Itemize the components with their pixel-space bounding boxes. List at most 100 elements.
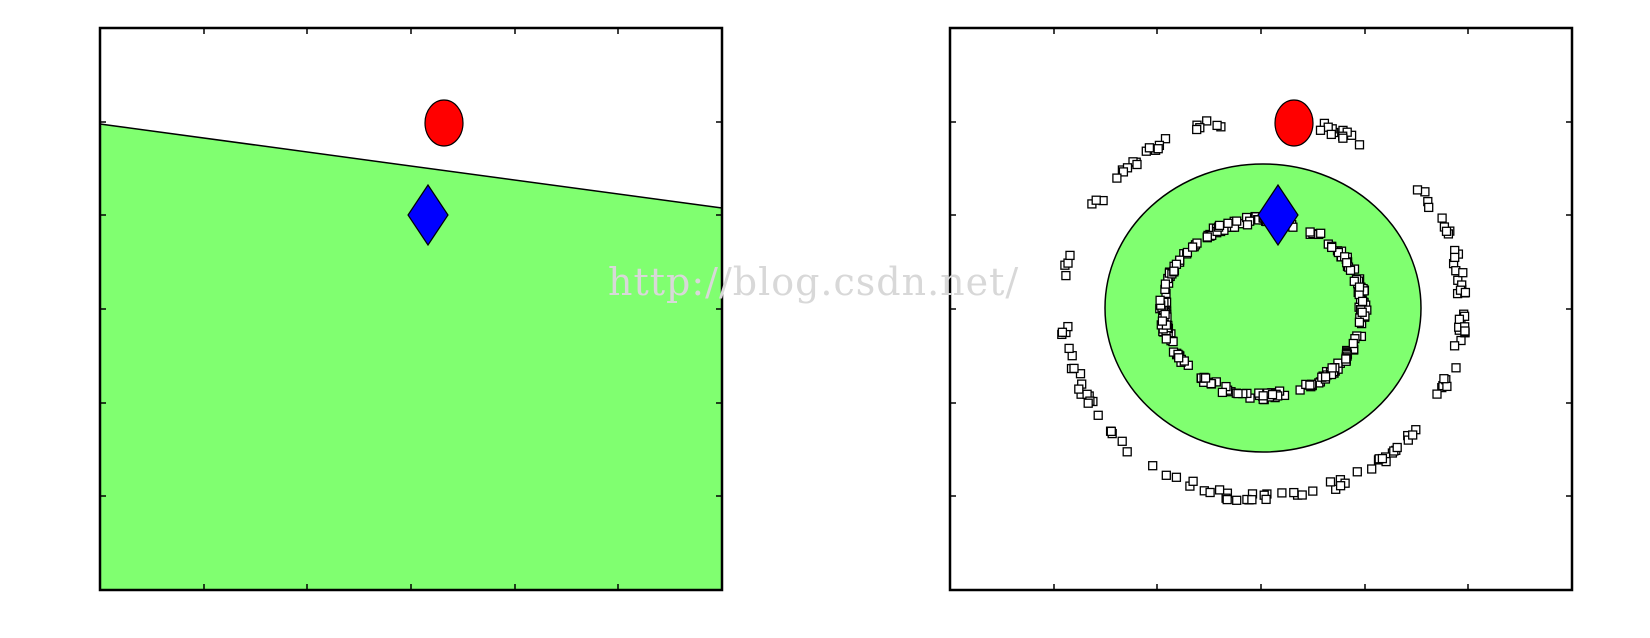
right-ticks bbox=[950, 28, 1572, 590]
sample-square-marker bbox=[1214, 220, 1225, 231]
sample-square-marker bbox=[1205, 487, 1215, 498]
sample-square-marker bbox=[1349, 276, 1359, 286]
sample-square-marker bbox=[1153, 144, 1163, 154]
sample-square-marker bbox=[1277, 488, 1287, 498]
sample-square-marker bbox=[1367, 464, 1377, 474]
sample-square-marker bbox=[1320, 372, 1331, 382]
sample-square-marker bbox=[1460, 287, 1471, 298]
sample-square-marker bbox=[1354, 282, 1365, 292]
sample-square-marker bbox=[1169, 266, 1179, 276]
sample-square-marker bbox=[1297, 490, 1307, 500]
sample-square-marker bbox=[1188, 476, 1198, 486]
sample-square-marker bbox=[1217, 387, 1228, 398]
sample-square-marker bbox=[1305, 380, 1315, 390]
sample-square-marker bbox=[1160, 134, 1171, 144]
sample-square-marker bbox=[1187, 242, 1198, 252]
sample-square-marker bbox=[1161, 470, 1171, 480]
sample-square-marker bbox=[1357, 307, 1367, 317]
sample-square-marker bbox=[1424, 202, 1434, 213]
sample-square-marker bbox=[1202, 232, 1212, 242]
sample-square-marker bbox=[1308, 486, 1318, 496]
sample-square-marker bbox=[1449, 341, 1460, 351]
sample-square-marker bbox=[1342, 258, 1352, 268]
sample-square-marker bbox=[1061, 270, 1071, 281]
right-samples bbox=[1057, 114, 1471, 505]
left-decision-boundary bbox=[99, 123, 723, 209]
sample-square-marker bbox=[1063, 258, 1073, 268]
sample-square-marker bbox=[1206, 378, 1216, 389]
sample-square-marker bbox=[1223, 218, 1233, 228]
right-red-circle-marker bbox=[1274, 99, 1314, 147]
sample-square-marker bbox=[1074, 384, 1084, 394]
sample-square-marker bbox=[1295, 385, 1305, 395]
sample-square-marker bbox=[1075, 369, 1086, 379]
sample-square-marker bbox=[1192, 124, 1202, 135]
sample-square-marker bbox=[1267, 389, 1278, 400]
sample-square-marker bbox=[1171, 472, 1182, 482]
sample-square-marker bbox=[1432, 389, 1442, 399]
sample-square-marker bbox=[1118, 167, 1129, 177]
sample-square-marker bbox=[1258, 391, 1268, 401]
sample-square-marker bbox=[1148, 461, 1158, 471]
left-region-fill bbox=[100, 124, 722, 590]
sample-square-marker bbox=[1345, 265, 1356, 275]
sample-square-marker bbox=[1325, 477, 1336, 487]
sample-square-marker bbox=[1233, 388, 1243, 399]
sample-square-marker bbox=[1064, 343, 1074, 354]
sample-square-marker bbox=[1174, 353, 1184, 363]
sample-square-marker bbox=[1441, 226, 1452, 236]
sample-square-marker bbox=[1354, 140, 1365, 150]
right-blue-diamond-marker bbox=[1257, 183, 1299, 247]
sample-square-marker bbox=[1160, 279, 1171, 289]
sample-square-marker bbox=[1182, 247, 1193, 258]
sample-square-marker bbox=[1157, 316, 1168, 326]
sample-square-marker bbox=[1083, 398, 1093, 408]
sample-square-marker bbox=[1117, 436, 1127, 446]
sample-square-marker bbox=[1439, 374, 1449, 384]
left-blue-diamond-marker bbox=[407, 183, 449, 247]
sample-square-marker bbox=[1122, 447, 1132, 457]
sample-square-marker bbox=[1458, 268, 1468, 278]
sample-square-marker bbox=[1357, 296, 1368, 307]
sample-square-marker bbox=[1450, 252, 1460, 263]
sample-square-marker bbox=[1232, 495, 1242, 505]
sample-square-marker bbox=[1326, 129, 1336, 140]
sample-square-marker bbox=[1437, 213, 1447, 223]
sample-square-marker bbox=[1354, 317, 1365, 327]
sample-square-marker bbox=[1316, 228, 1326, 238]
sample-square-marker bbox=[1132, 159, 1142, 170]
sample-square-marker bbox=[1442, 381, 1452, 392]
sample-square-marker bbox=[1155, 295, 1165, 305]
sample-square-marker bbox=[1305, 227, 1315, 237]
sample-square-marker bbox=[1242, 220, 1253, 230]
sample-square-marker bbox=[1232, 216, 1242, 226]
sample-square-marker bbox=[1069, 363, 1079, 374]
sample-square-marker bbox=[1315, 125, 1326, 135]
sample-square-marker bbox=[1202, 116, 1212, 126]
sample-square-marker bbox=[1454, 314, 1465, 324]
left-panel bbox=[98, 26, 724, 592]
sample-square-marker bbox=[1460, 326, 1470, 336]
sample-square-marker bbox=[1408, 430, 1418, 440]
left-red-circle-marker bbox=[424, 99, 464, 147]
sample-square-marker bbox=[1377, 453, 1388, 464]
sample-square-marker bbox=[1327, 242, 1337, 253]
sample-square-marker bbox=[1327, 363, 1337, 373]
watermark-text: http://blog.csdn.net/ bbox=[608, 260, 1019, 304]
sample-square-marker bbox=[1214, 485, 1225, 495]
sample-square-marker bbox=[1352, 467, 1362, 477]
sample-square-marker bbox=[1200, 373, 1211, 383]
sample-square-marker bbox=[1106, 426, 1116, 437]
sample-square-marker bbox=[1338, 133, 1348, 143]
sample-square-marker bbox=[1091, 195, 1101, 205]
sample-square-marker bbox=[1222, 494, 1232, 505]
left-ticks bbox=[100, 28, 722, 590]
sample-square-marker bbox=[1247, 495, 1257, 505]
right-region-fill bbox=[1104, 163, 1422, 453]
sample-square-marker bbox=[1063, 321, 1073, 332]
sample-square-marker bbox=[1112, 173, 1122, 183]
sample-square-marker bbox=[1289, 487, 1299, 498]
sample-square-marker bbox=[1341, 354, 1351, 364]
sample-square-marker bbox=[1212, 120, 1222, 131]
